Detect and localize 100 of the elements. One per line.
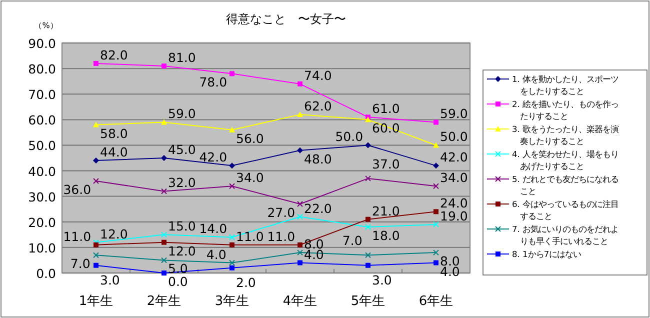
point: [434, 120, 438, 125]
point: [365, 142, 371, 148]
point: [298, 242, 302, 248]
legend-label: 6. 今はやっているものに注目すること: [512, 199, 619, 221]
point: [161, 188, 167, 194]
data-label: 21.0: [372, 203, 400, 218]
point: [434, 209, 438, 214]
point: [366, 262, 370, 268]
point: [161, 119, 167, 125]
data-label: 0.0: [168, 274, 188, 289]
point: [93, 158, 99, 164]
data-label: 3.0: [372, 272, 392, 288]
data-label: 50.0: [335, 129, 364, 144]
data-label: 11.0: [267, 228, 296, 244]
x-tick-label: 4年生: [282, 294, 318, 309]
data-label: 7.0: [342, 233, 362, 248]
x-tick-label: 1年生: [78, 294, 114, 309]
point: [230, 71, 234, 76]
point: [162, 270, 166, 276]
data-label: 56.0: [236, 130, 264, 146]
y-tick-label: 60.0: [28, 112, 56, 128]
y-tick-label: 40.0: [28, 164, 56, 179]
chart-title: 得意なこと 〜女子〜: [226, 12, 346, 26]
data-label: 4.0: [206, 246, 226, 262]
legend-label: 2. 絵を描いたり、ものを作ったりすること: [512, 99, 619, 121]
data-label: 24.0: [440, 196, 468, 211]
data-label: 12.0: [168, 243, 196, 258]
point: [365, 116, 371, 122]
data-label: 34.0: [440, 170, 468, 186]
data-label: 22.0: [304, 200, 332, 216]
data-label: 42.0: [199, 150, 228, 165]
data-label: 32.0: [168, 175, 196, 190]
data-label: 19.0: [440, 208, 468, 224]
data-label: 78.0: [199, 74, 228, 90]
data-label: 82.0: [100, 47, 128, 62]
point: [433, 183, 439, 190]
point: [297, 147, 303, 154]
data-label: 42.0: [440, 150, 468, 165]
point: [93, 122, 99, 128]
point: [229, 126, 235, 132]
legend-label: 8. 1から7にはない: [512, 249, 582, 259]
data-label: 15.0: [168, 218, 196, 234]
data-label: 27.0: [267, 205, 296, 220]
legend-label: 7. お気にいりのものをだれよりも早く手にいれること: [512, 224, 619, 246]
data-label: 34.0: [236, 170, 264, 186]
point: [229, 162, 235, 169]
y-tick-label: 0.0: [36, 266, 56, 281]
point: [161, 257, 167, 264]
point: [433, 250, 439, 256]
point: [298, 81, 302, 86]
data-label: 62.0: [304, 98, 332, 114]
point: [94, 242, 98, 248]
data-label: 11.0: [236, 228, 264, 244]
data-label: 48.0: [304, 151, 332, 166]
data-label: 74.0: [304, 68, 332, 83]
y-tick-label: 20.0: [28, 214, 56, 230]
point: [230, 242, 234, 248]
y-tick-label: 90.0: [28, 36, 56, 51]
data-label: 81.0: [168, 50, 196, 65]
point: [229, 260, 235, 266]
point: [229, 183, 235, 190]
data-label: 45.0: [168, 142, 196, 157]
point: [161, 155, 167, 161]
data-label: 7.0: [70, 256, 90, 272]
y-tick-label: 70.0: [28, 87, 56, 102]
point: [366, 216, 370, 222]
y-tick-label: 80.0: [28, 62, 56, 77]
data-label: 14.0: [199, 221, 228, 236]
point: [365, 252, 371, 258]
data-label: 61.0: [372, 101, 400, 116]
point: [297, 201, 303, 207]
data-label: 11.0: [63, 228, 92, 244]
point: [433, 162, 439, 169]
point: [433, 142, 439, 148]
legend-label: 5. だれとでも友だちになれること: [512, 174, 619, 196]
point: [298, 260, 302, 266]
point: [94, 60, 98, 66]
x-tick-label: 2年生: [146, 294, 182, 309]
point: [93, 178, 99, 184]
data-label: 58.0: [100, 126, 128, 141]
x-tick-label: 5年生: [350, 294, 386, 309]
x-tick-label: 6年生: [418, 294, 454, 309]
point: [297, 112, 303, 118]
data-label: 36.0: [63, 182, 92, 197]
data-label: 12.0: [100, 226, 128, 242]
point: [161, 232, 167, 238]
data-label: 18.0: [372, 228, 400, 243]
data-label: 2.0: [236, 274, 256, 290]
point: [297, 214, 303, 220]
point: [433, 221, 439, 228]
point: [229, 234, 235, 240]
point: [162, 240, 166, 245]
x-tick-label: 3年生: [214, 294, 250, 309]
data-label: 59.0: [440, 106, 468, 122]
point: [297, 250, 303, 256]
data-label: 3.0: [100, 272, 120, 288]
y-tick-label: 30.0: [28, 189, 56, 204]
point: [93, 252, 99, 258]
legend-label: 4. 人を笑わせたり、場をもりあげたりすること: [512, 149, 619, 171]
point: [434, 260, 438, 266]
